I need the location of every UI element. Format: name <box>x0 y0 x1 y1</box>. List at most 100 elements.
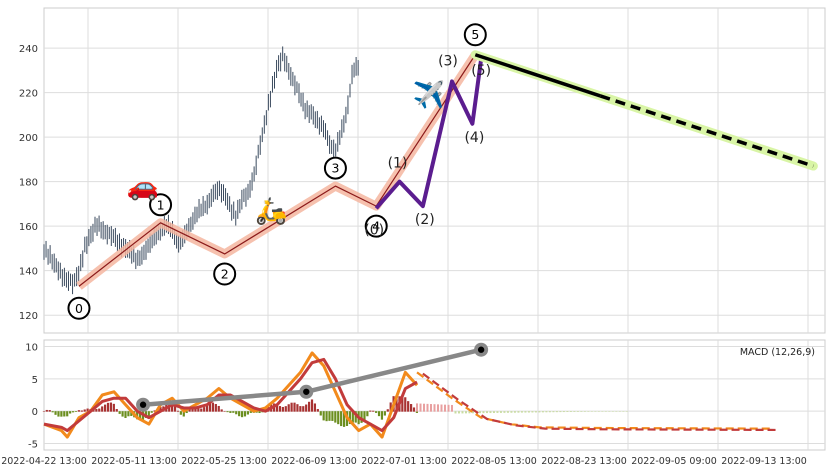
divergence-point-inner <box>303 388 310 395</box>
macd-histogram-bar <box>121 411 124 417</box>
macd-histogram-projected-bar <box>541 411 544 413</box>
macd-histogram-projected-bar <box>611 411 614 412</box>
macd-histogram-bar <box>293 402 296 412</box>
x-tick-label: 2022-08-05 13:00 <box>451 456 537 467</box>
macd-y-tick-label: 5 <box>32 375 38 386</box>
macd-histogram-bar <box>243 411 247 417</box>
macd-histogram-projected-bar <box>485 411 488 414</box>
macd-histogram-bar <box>337 411 340 425</box>
macd-histogram-bar <box>249 411 252 413</box>
macd-histogram-bar <box>363 411 366 421</box>
price-y-tick-label: 180 <box>19 178 38 189</box>
macd-histogram-bar <box>42 411 45 412</box>
macd-histogram-bar <box>354 411 357 423</box>
macd-histogram-bar <box>188 409 191 412</box>
x-tick-label: 2022-09-13 13:00 <box>721 456 807 467</box>
price-panel-frame <box>43 7 826 334</box>
macd-histogram-projected-bar <box>545 411 548 413</box>
macd-histogram-bar <box>214 404 217 412</box>
macd-histogram-projected-bar <box>594 411 597 412</box>
macd-histogram-projected-bar <box>499 411 502 413</box>
macd-histogram-projected-bar <box>478 411 481 414</box>
macd-histogram-bar <box>173 406 177 412</box>
macd-histogram-projected-bar <box>471 411 474 414</box>
macd-histogram-projected-bar <box>489 411 492 414</box>
macd-histogram-bar <box>74 411 78 412</box>
macd-histogram-bar <box>159 406 162 412</box>
macd-histogram-projected-bar <box>517 411 520 413</box>
macd-histogram-projected-bar <box>580 411 583 412</box>
macd-histogram-bar <box>63 411 66 417</box>
price-y-tick-label: 220 <box>19 89 38 100</box>
macd-histogram-bar <box>313 403 317 412</box>
macd-histogram-bar <box>415 411 419 413</box>
macd-histogram-projected-bar <box>457 411 460 414</box>
macd-histogram-projected-bar <box>468 411 471 414</box>
macd-histogram-bar <box>83 409 86 412</box>
macd-histogram-projected-bar <box>608 411 611 412</box>
macd-histogram-bar <box>80 410 83 412</box>
minor-wave-label: (5) <box>471 63 491 79</box>
macd-histogram-projected-bar <box>447 404 450 412</box>
macd-histogram-bar <box>118 411 121 414</box>
macd-histogram-bar <box>205 404 209 412</box>
macd-histogram-bar <box>316 409 319 412</box>
macd-histogram-bar <box>130 411 133 416</box>
projection-dashed-line <box>599 94 814 168</box>
macd-histogram-projected-bar <box>538 411 541 413</box>
macd-histogram-bar <box>176 410 180 412</box>
macd-histogram-projected-bar <box>566 411 569 413</box>
macd-histogram-projected-bar <box>531 411 534 413</box>
macd-histogram-bar <box>284 406 287 412</box>
macd-histogram-bar <box>232 411 235 413</box>
macd-histogram-bar <box>412 407 416 412</box>
macd-histogram-projected-bar <box>506 411 509 413</box>
macd-histogram-projected-bar <box>590 411 593 412</box>
x-tick-label: 2022-06-09 13:00 <box>271 456 357 467</box>
macd-histogram-bar <box>319 411 322 416</box>
macd-histogram-bar <box>220 409 223 412</box>
macd-y-tick-label: 10 <box>25 342 38 353</box>
macd-histogram-bar <box>322 411 325 421</box>
macd-histogram-projected-bar <box>496 411 499 413</box>
macd-histogram-projected-bar <box>461 411 464 414</box>
macd-histogram-bar <box>351 411 354 423</box>
price-y-tick-label: 140 <box>19 267 38 278</box>
macd-histogram-projected-bar <box>482 411 485 414</box>
macd-histogram-bar <box>302 406 305 412</box>
macd-histogram-projected-bar <box>440 404 443 412</box>
macd-histogram-bar <box>217 405 220 412</box>
minor-wave-label: (3) <box>438 53 458 69</box>
macd-histogram-bar <box>369 410 372 412</box>
macd-histogram-bar <box>182 411 185 417</box>
macd-histogram-bar <box>185 411 188 414</box>
macd-histogram-projected-bar <box>443 404 446 412</box>
macd-histogram-bar <box>179 411 182 415</box>
wave-label-circle <box>364 214 388 238</box>
wave-label-text: 0 <box>75 301 83 316</box>
macd-y-tick-label: -5 <box>28 440 38 451</box>
x-tick-label: 2022-05-11 13:00 <box>91 456 177 467</box>
macd-histogram-projected-bar <box>576 411 579 412</box>
macd-histogram-bar <box>375 411 378 413</box>
macd-histogram-bar <box>258 411 261 414</box>
wave-label-circle <box>149 193 173 217</box>
macd-histogram-projected-bar <box>604 411 607 412</box>
macd-histogram-bar <box>287 404 290 412</box>
macd-histogram-bar <box>77 410 80 412</box>
macd-histogram-bar <box>127 411 130 417</box>
wave-label-circle <box>323 156 347 180</box>
macd-histogram-projected-bar <box>492 411 495 413</box>
macd-histogram-projected-bar <box>559 411 562 413</box>
macd-histogram-projected-bar <box>573 411 576 412</box>
macd-histogram-projected-bar <box>618 411 621 412</box>
macd-histogram-bar <box>348 411 351 425</box>
price-y-tick-label: 120 <box>19 311 38 322</box>
macd-histogram-bar <box>229 411 232 413</box>
macd-histogram-projected-bar <box>622 411 625 412</box>
macd-histogram-bar <box>95 409 98 412</box>
macd-histogram-bar <box>246 411 249 415</box>
macd-histogram-bar <box>328 411 331 421</box>
macd-histogram-bar <box>226 411 229 413</box>
